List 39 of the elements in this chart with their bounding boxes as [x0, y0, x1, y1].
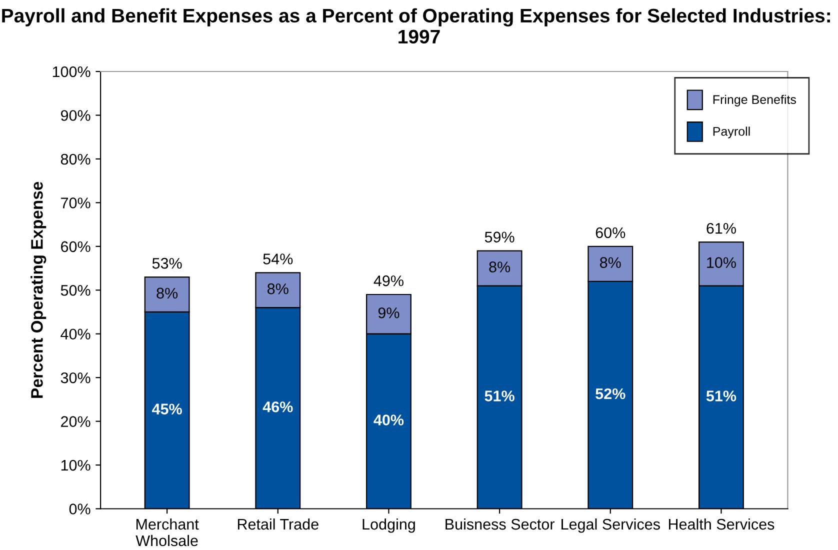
data-label: 52% — [596, 388, 626, 400]
y-tick-label: 60% — [61, 241, 90, 252]
total-label: 60% — [596, 227, 626, 238]
data-label: 8% — [156, 288, 178, 299]
legend-label: Payroll — [713, 126, 750, 138]
y-tick-label: 30% — [60, 372, 90, 384]
y-tick-label: 90% — [60, 110, 90, 121]
y-tick-label: 10% — [61, 460, 90, 471]
total-label: 54% — [263, 254, 293, 264]
x-tick-label: Buisness Sector — [446, 518, 554, 530]
y-tick-label: 20% — [61, 416, 90, 427]
data-label: 8% — [600, 257, 621, 268]
data-label: 45% — [152, 404, 182, 414]
data-label: 8% — [268, 283, 288, 294]
y-tick-label: 50% — [60, 284, 90, 296]
y-axis-title: Percent Operating Expense — [30, 182, 46, 398]
total-label: 61% — [706, 222, 736, 234]
x-tick-label: Health Services — [668, 518, 774, 530]
x-tick-label: Retail Trade — [238, 518, 318, 530]
y-tick-label: 70% — [61, 198, 90, 208]
x-tick-label: Lodging — [362, 518, 415, 533]
y-tick-label: 0% — [69, 504, 90, 514]
y-tick-label: 40% — [60, 328, 90, 340]
data-label: 10% — [707, 257, 736, 268]
legend-label: Fringe Benefits — [713, 94, 796, 106]
x-tick-label: Merchant Wholsale — [136, 518, 199, 546]
total-label: 59% — [484, 232, 514, 243]
data-label: 51% — [484, 390, 514, 402]
data-label: 46% — [262, 401, 293, 412]
chart-title: Payroll and Benefit Expenses as a Percent of Operating Expenses for Selected Industries: 1997 — [2, 8, 830, 44]
total-label: 53% — [152, 258, 182, 269]
data-label: 51% — [706, 390, 736, 402]
data-label: 40% — [374, 414, 404, 426]
data-label: 9% — [378, 307, 400, 318]
total-label: 49% — [374, 275, 404, 286]
y-tick-label: 80% — [60, 154, 90, 165]
y-tick-label: 100% — [52, 66, 90, 78]
x-tick-label: Legal Services — [562, 518, 660, 533]
data-label: 8% — [489, 262, 510, 272]
